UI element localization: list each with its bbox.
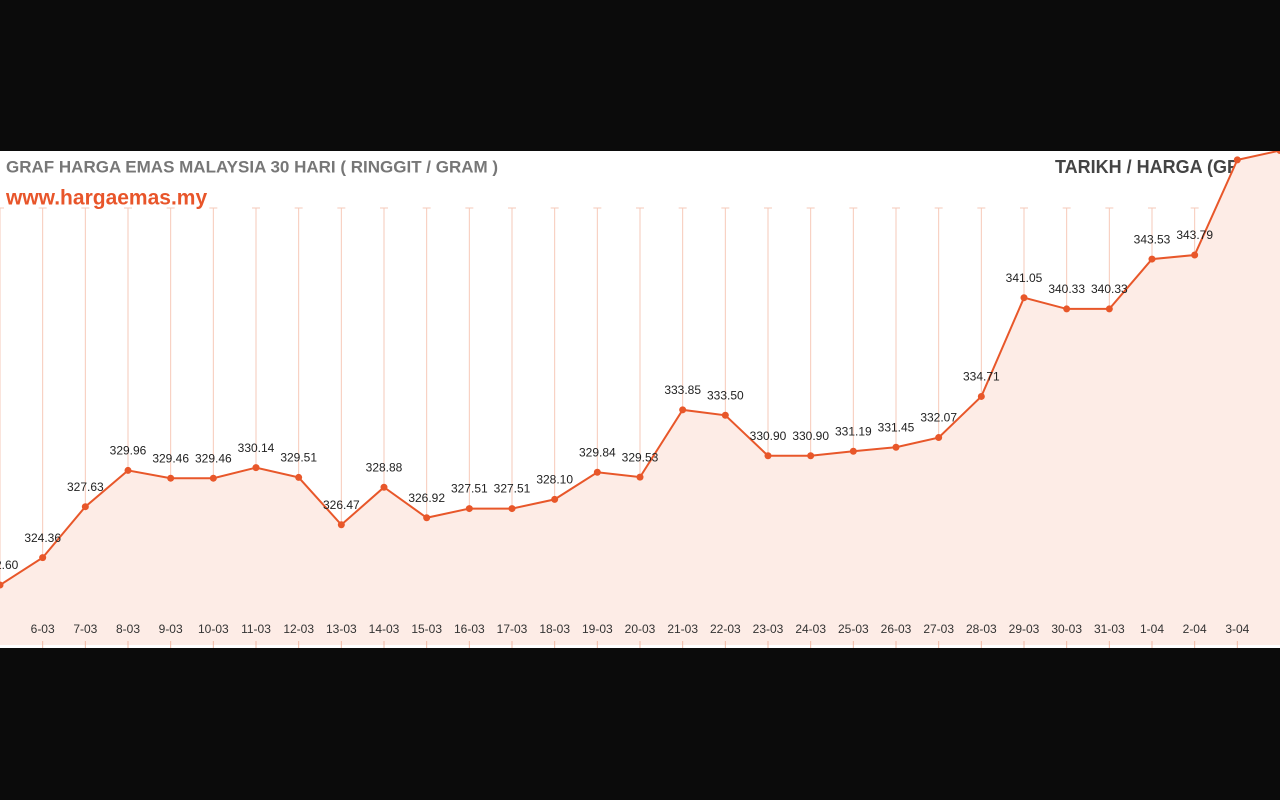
point	[679, 406, 687, 414]
x-tick-label: 10-03	[198, 622, 229, 636]
legend-title: TARIKH / HARGA (GRAM)	[1055, 157, 1274, 177]
point	[551, 495, 559, 503]
x-tick-label: 9-03	[159, 622, 183, 636]
point	[0, 581, 4, 589]
x-tick-label: 16-03	[454, 622, 485, 636]
x-tick-label: 30-03	[1051, 622, 1082, 636]
data-label: 340.33	[1048, 282, 1085, 296]
x-tick-label: 11-03	[241, 622, 271, 636]
data-label: 333.85	[664, 383, 701, 397]
data-label: 329.46	[152, 451, 189, 465]
x-tick-label: 17-03	[497, 622, 528, 636]
point	[721, 411, 729, 419]
point	[636, 473, 644, 481]
point	[935, 434, 943, 442]
data-label: 340.33	[1091, 282, 1128, 296]
data-label: 343.53	[1134, 232, 1171, 246]
data-label: 326.92	[408, 491, 445, 505]
data-label: 330.90	[750, 429, 787, 443]
x-tick-label: 8-03	[116, 622, 140, 636]
x-tick-label: 28-03	[966, 622, 997, 636]
x-tick-label: 26-03	[881, 622, 912, 636]
point	[1020, 294, 1028, 302]
data-label: 329.46	[195, 451, 232, 465]
data-label: 329.51	[280, 451, 317, 465]
point	[807, 452, 815, 460]
x-tick-label: 23-03	[753, 622, 784, 636]
data-label: 327.63	[67, 480, 104, 494]
data-label: 329.96	[110, 444, 147, 458]
chart-title: GRAF HARGA EMAS MALAYSIA 30 HARI ( RINGG…	[6, 157, 498, 176]
point	[849, 447, 857, 455]
data-label: 341.05	[1006, 271, 1043, 285]
point	[39, 554, 47, 562]
x-tick-label: 27-03	[923, 622, 954, 636]
x-tick-label: 6-03	[31, 622, 55, 636]
point	[764, 452, 772, 460]
data-label: 326.47	[323, 498, 360, 512]
point	[337, 521, 345, 529]
data-label: 328.10	[536, 473, 573, 487]
data-label: 333.50	[707, 388, 744, 402]
area	[0, 151, 1280, 645]
data-label: 327.51	[494, 482, 531, 496]
x-tick-label: 13-03	[326, 622, 357, 636]
data-label: 322.60	[0, 558, 19, 572]
data-label: 330.90	[792, 429, 829, 443]
x-tick-label: 21-03	[667, 622, 698, 636]
point	[892, 443, 900, 451]
data-label: 343.79	[1176, 228, 1213, 242]
data-label: 324.36	[24, 531, 61, 545]
x-tick-label: 19-03	[582, 622, 613, 636]
x-tick-label: 3-04	[1225, 622, 1249, 636]
point	[124, 466, 132, 474]
point	[81, 503, 89, 511]
point	[1191, 251, 1199, 259]
x-tick-label: 25-03	[838, 622, 869, 636]
point	[593, 468, 601, 476]
point	[1063, 305, 1071, 313]
point	[209, 474, 217, 482]
point	[380, 483, 388, 491]
x-tick-label: 24-03	[795, 622, 826, 636]
data-label: 329.53	[622, 450, 659, 464]
x-tick-label: 18-03	[539, 622, 570, 636]
point	[252, 464, 260, 472]
chart-subtitle: www.hargaemas.my	[5, 187, 207, 210]
x-tick-label: 29-03	[1009, 622, 1040, 636]
point	[1148, 255, 1156, 263]
x-tick-label: 2-04	[1183, 622, 1207, 636]
point	[423, 514, 431, 522]
data-label: 329.84	[579, 445, 616, 459]
point	[167, 474, 175, 482]
point	[295, 473, 303, 481]
plot: 322.60 324.36 6-03 327.63 7-03 329.96 8-03 329.…	[0, 151, 1280, 648]
data-label: 328.88	[366, 460, 403, 474]
x-tick-label: 31-03	[1094, 622, 1125, 636]
data-label: 332.07	[920, 411, 957, 425]
data-label: 327.51	[451, 482, 488, 496]
point	[977, 392, 985, 400]
x-tick-label: 14-03	[369, 622, 400, 636]
x-tick-label: 7-03	[73, 622, 97, 636]
point	[1233, 156, 1241, 164]
x-tick-label: 12-03	[283, 622, 314, 636]
x-tick-label: 1-04	[1140, 622, 1164, 636]
point	[1276, 151, 1280, 155]
data-label: 334.71	[963, 370, 1000, 384]
point	[465, 505, 473, 513]
point	[1105, 305, 1113, 313]
data-label: 331.45	[878, 420, 915, 434]
data-label: 330.14	[238, 441, 275, 455]
point	[508, 505, 516, 513]
x-tick-label: 20-03	[625, 622, 656, 636]
x-tick-label: 22-03	[710, 622, 741, 636]
x-tick-label: 15-03	[411, 622, 442, 636]
data-label: 331.19	[835, 424, 872, 438]
